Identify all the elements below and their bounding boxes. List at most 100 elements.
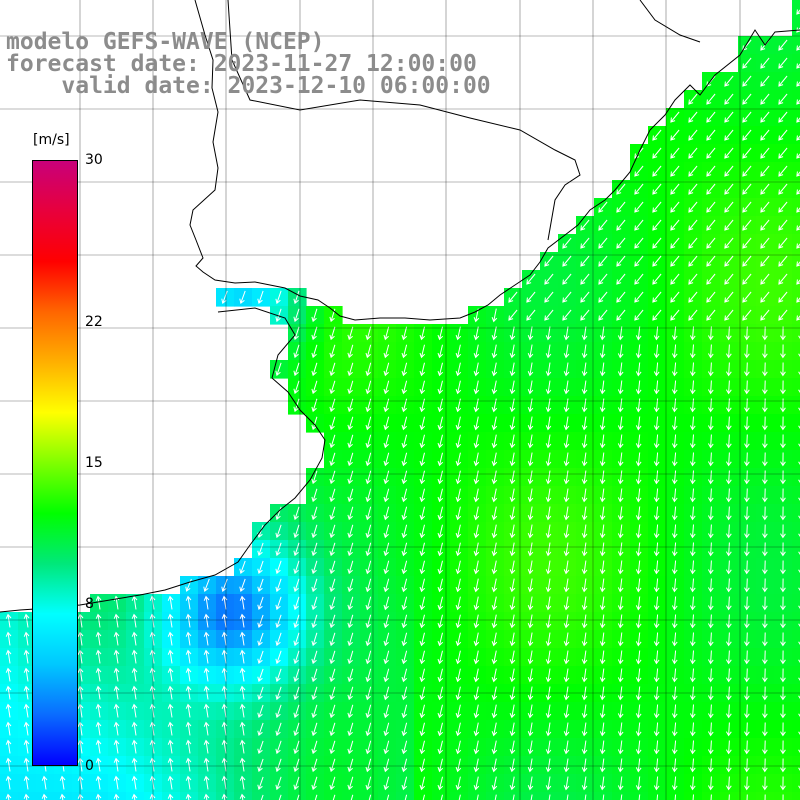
wind-arrow xyxy=(762,560,768,575)
wind-arrow xyxy=(365,470,372,485)
wind-arrow xyxy=(798,407,800,411)
wind-arrow xyxy=(275,308,282,323)
wind-arrow xyxy=(581,578,588,593)
wind-arrow xyxy=(762,740,768,755)
wind-arrow xyxy=(509,740,516,755)
wind-arrow xyxy=(311,542,318,557)
wind-arrow xyxy=(311,524,318,539)
wind-arrow xyxy=(23,739,30,754)
wind-arrow xyxy=(563,344,570,359)
wind-arrow xyxy=(311,416,318,431)
wind-arrow xyxy=(527,434,534,449)
wind-arrow xyxy=(598,237,608,249)
wind-speed-cell xyxy=(792,108,800,127)
wind-arrow xyxy=(653,596,660,611)
wind-arrow xyxy=(689,362,696,377)
wind-arrow xyxy=(545,632,552,647)
wind-arrow xyxy=(347,758,354,773)
wind-arrow xyxy=(419,452,426,467)
wind-arrow xyxy=(329,722,336,737)
wind-arrow xyxy=(473,524,480,539)
wind-arrow xyxy=(185,667,192,682)
wind-arrow xyxy=(688,129,698,141)
wind-arrow xyxy=(706,111,716,123)
wind-arrow xyxy=(311,506,318,521)
wind-arrow xyxy=(599,506,606,521)
wind-arrow xyxy=(239,793,246,800)
wind-arrow xyxy=(527,344,534,359)
wind-arrow xyxy=(437,758,444,773)
wind-arrow xyxy=(473,560,480,575)
wind-arrow xyxy=(670,291,680,303)
wind-arrow xyxy=(744,578,750,593)
wind-arrow xyxy=(652,273,662,285)
wind-arrow xyxy=(617,542,624,557)
wind-arrow xyxy=(671,362,678,377)
wind-arrow xyxy=(455,326,462,341)
wind-arrow xyxy=(798,659,800,663)
wind-arrow xyxy=(688,291,698,303)
wind-arrow xyxy=(203,775,210,790)
wind-arrow xyxy=(545,722,552,737)
wind-speed-cell xyxy=(792,72,800,91)
wind-arrow xyxy=(311,578,318,593)
wind-arrow xyxy=(365,434,372,449)
wind-arrow xyxy=(725,614,732,629)
wind-arrow xyxy=(437,704,444,719)
wind-arrow xyxy=(581,326,588,341)
wind-arrow xyxy=(562,273,572,285)
wind-arrow xyxy=(599,524,606,539)
wind-speed-cell xyxy=(792,324,800,343)
wind-arrow xyxy=(239,560,246,574)
wind-arrow xyxy=(780,524,786,539)
wind-arrow xyxy=(744,398,750,413)
wind-arrow xyxy=(404,794,408,800)
wind-arrow xyxy=(239,631,246,646)
coastline-path xyxy=(227,0,581,241)
wind-speed-cell xyxy=(792,792,800,800)
colorbar-tick-label: 22 xyxy=(85,313,103,330)
wind-arrow xyxy=(652,165,662,177)
wind-arrow xyxy=(725,758,732,773)
wind-arrow xyxy=(437,596,444,611)
wind-arrow xyxy=(725,596,732,611)
wind-arrow xyxy=(545,596,552,611)
wind-arrow xyxy=(113,793,120,800)
wind-arrow xyxy=(671,704,678,719)
wind-speed-cell xyxy=(270,792,289,800)
wind-arrow xyxy=(707,668,714,683)
wind-arrow xyxy=(581,434,588,449)
wind-arrow xyxy=(113,613,120,628)
wind-arrow xyxy=(652,219,662,231)
wind-arrow xyxy=(742,201,752,213)
wind-arrow xyxy=(670,309,680,321)
wind-arrow xyxy=(617,578,624,593)
wind-arrow xyxy=(689,722,696,737)
wind-arrow xyxy=(329,758,336,773)
wind-arrow xyxy=(599,668,606,683)
wind-arrow xyxy=(617,650,624,665)
wind-arrow xyxy=(293,722,300,737)
wind-arrow xyxy=(778,291,788,303)
wind-arrow xyxy=(671,596,678,611)
wind-arrow xyxy=(275,758,282,773)
wind-arrow xyxy=(653,506,660,521)
wind-arrow xyxy=(347,578,354,593)
wind-arrow xyxy=(581,704,588,719)
wind-arrow xyxy=(653,452,660,467)
wind-arrow xyxy=(203,649,210,664)
wind-arrow xyxy=(491,596,498,611)
wind-arrow xyxy=(383,668,390,683)
wind-speed-cell xyxy=(792,486,800,505)
wind-arrow xyxy=(437,470,444,485)
wind-arrow xyxy=(798,749,800,753)
wind-arrow xyxy=(491,308,498,323)
wind-speed-cell xyxy=(324,792,343,800)
wind-arrow xyxy=(725,668,732,683)
wind-arrow xyxy=(778,75,788,87)
wind-arrow xyxy=(347,614,354,629)
wind-arrow xyxy=(95,613,102,628)
wind-arrow xyxy=(527,740,534,755)
wind-arrow xyxy=(706,219,716,231)
